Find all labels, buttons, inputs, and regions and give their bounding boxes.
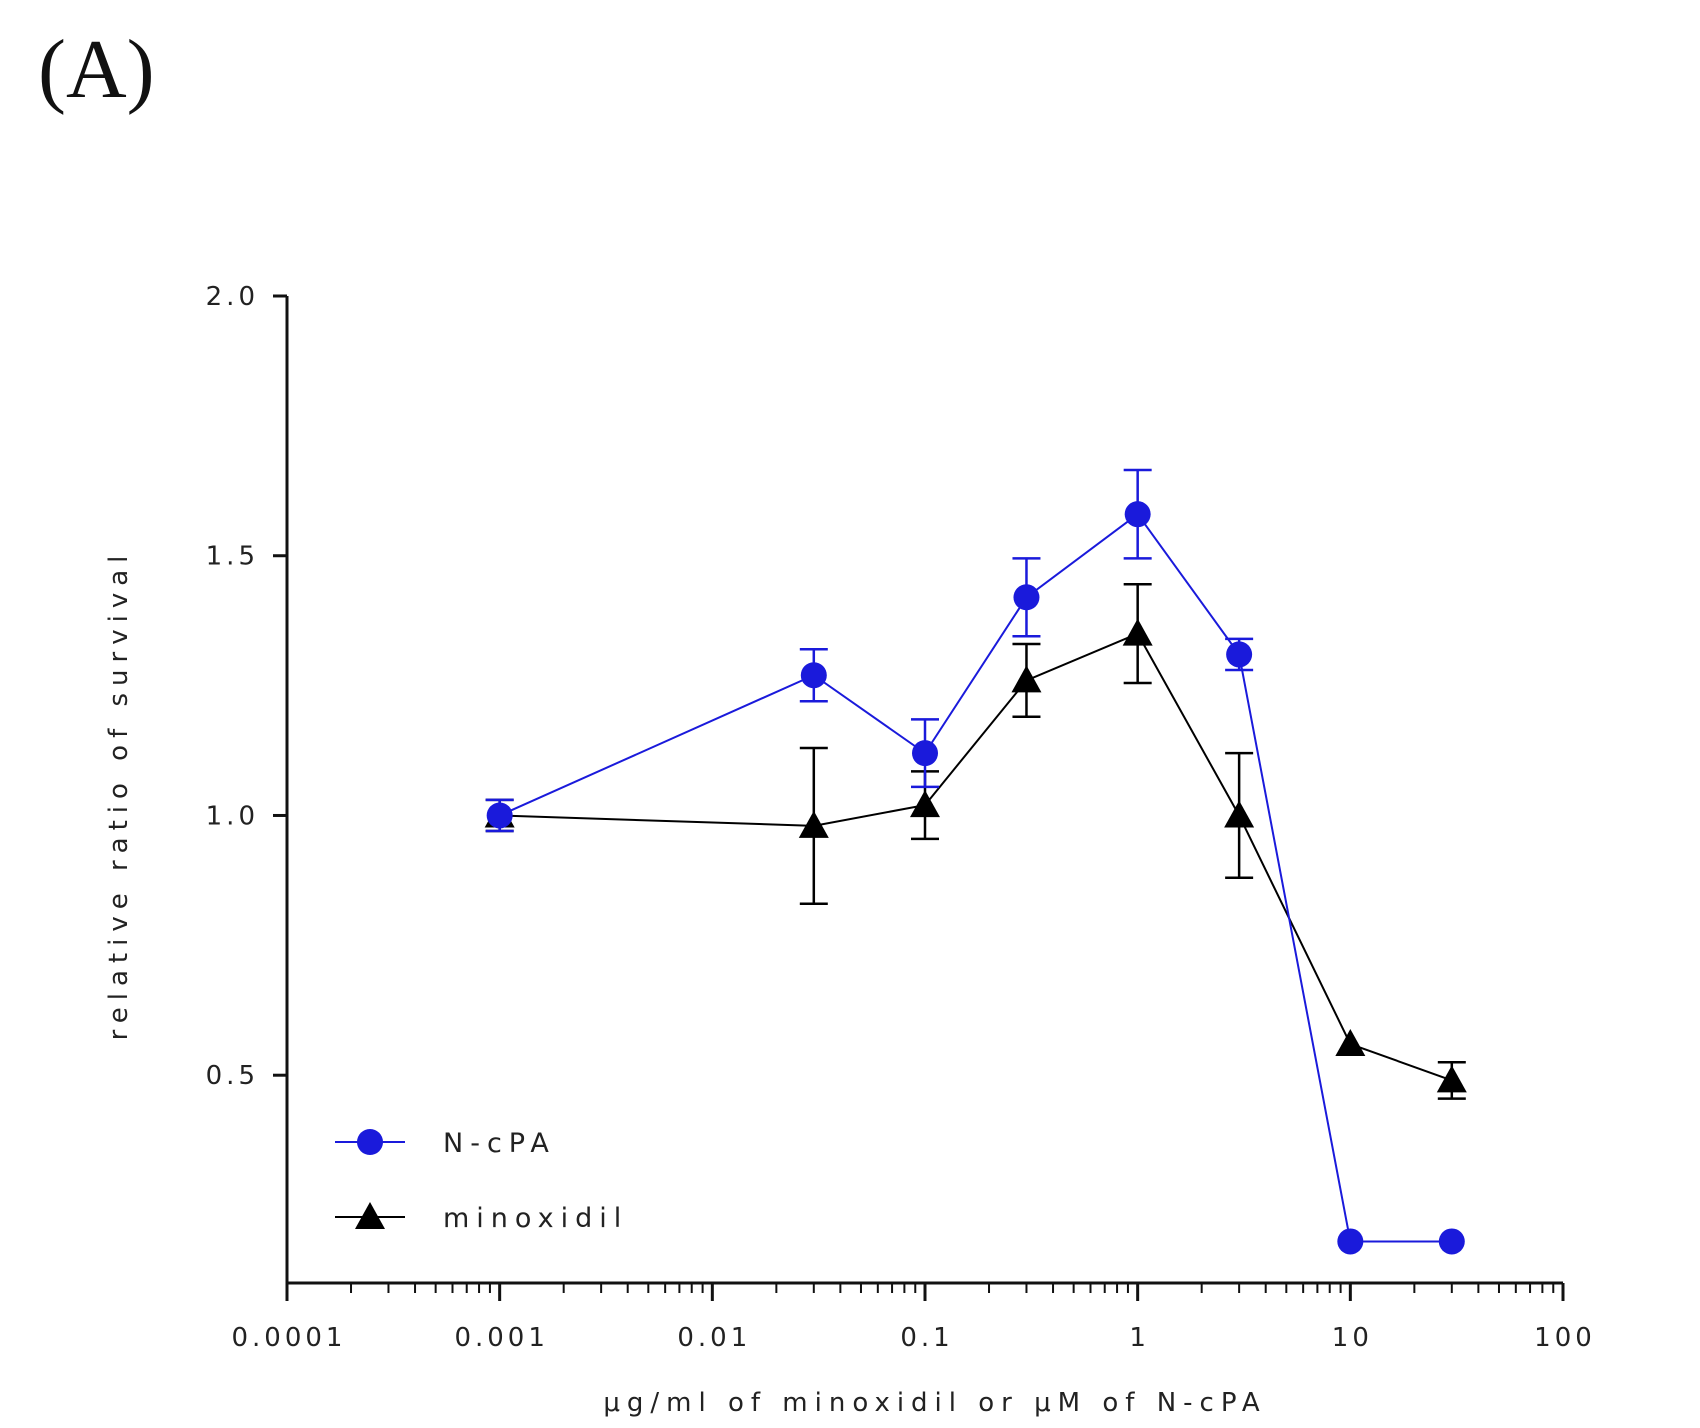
y-axis-title: relative ratio of survival bbox=[104, 549, 134, 1041]
data-point bbox=[486, 802, 513, 829]
legend-marker bbox=[355, 1202, 385, 1229]
data-point bbox=[1013, 584, 1040, 611]
legend-marker bbox=[357, 1129, 383, 1155]
data-point bbox=[1224, 800, 1255, 828]
data-point bbox=[800, 662, 827, 689]
panel-label: (A) bbox=[38, 23, 155, 116]
data-point bbox=[1438, 1228, 1465, 1255]
x-axis-title: μg/ml of minoxidil or μM of N-cPA bbox=[603, 1388, 1266, 1418]
axis-ticks: 0.5 1.0 1.5 2.0 0.0001 0.001 0.01 0.1 1 10 100 bbox=[206, 282, 1596, 1353]
legend-label: N-cPA bbox=[443, 1128, 556, 1159]
data-point bbox=[912, 740, 938, 767]
x-tick-label: 100 bbox=[1534, 1323, 1596, 1353]
data-point bbox=[1337, 1228, 1364, 1255]
x-tick-label: 1 bbox=[1129, 1323, 1150, 1353]
x-tick-label: 10 bbox=[1332, 1323, 1373, 1353]
series-line bbox=[499, 632, 1453, 1082]
y-tick-label: 2.0 bbox=[206, 282, 259, 312]
x-tick-label: 0.001 bbox=[454, 1323, 548, 1353]
data-point bbox=[910, 790, 940, 818]
series-n-cpa bbox=[485, 468, 1465, 1255]
series-minoxidil bbox=[484, 583, 1467, 1100]
y-tick-label: 0.5 bbox=[206, 1061, 259, 1091]
x-tick-label: 0.01 bbox=[677, 1323, 751, 1353]
series-layer bbox=[484, 468, 1467, 1255]
data-point bbox=[1226, 641, 1253, 668]
legend-label: minoxidil bbox=[443, 1203, 628, 1234]
data-point bbox=[1122, 618, 1153, 646]
series-line bbox=[499, 512, 1452, 1243]
x-tick-label: 0.1 bbox=[900, 1323, 953, 1353]
x-tick-label: 0.0001 bbox=[232, 1323, 347, 1353]
data-point bbox=[1124, 501, 1151, 528]
data-point bbox=[1335, 1029, 1366, 1057]
data-point bbox=[1436, 1065, 1467, 1093]
legend: N-cPA minoxidil bbox=[335, 1128, 628, 1234]
y-tick-label: 1.0 bbox=[206, 801, 259, 831]
y-tick-label: 1.5 bbox=[206, 542, 259, 572]
data-point bbox=[1011, 665, 1042, 693]
data-point bbox=[798, 810, 829, 838]
